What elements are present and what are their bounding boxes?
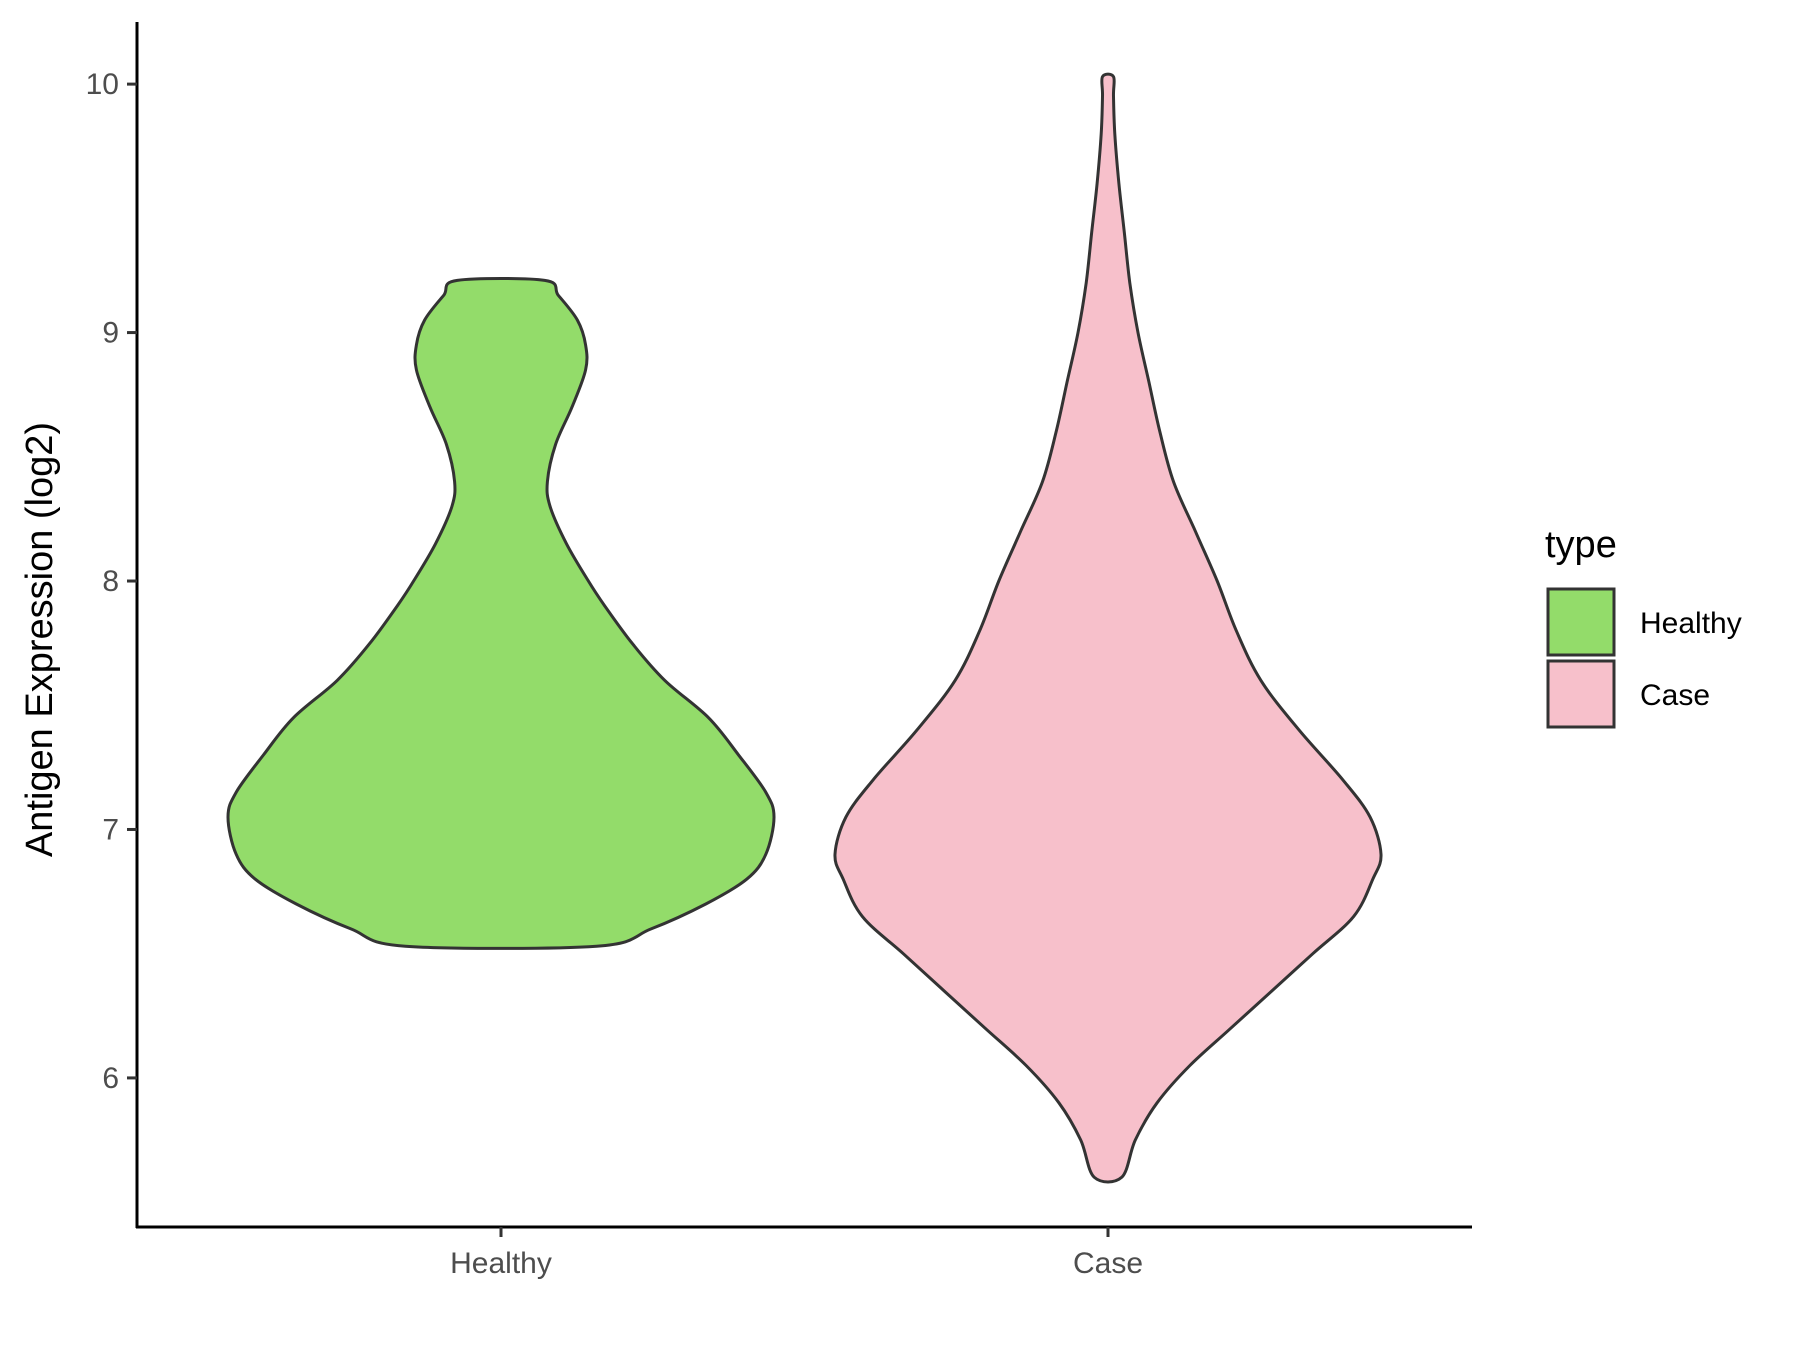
legend-label-healthy: Healthy <box>1640 607 1742 640</box>
violin-healthy <box>226 277 776 950</box>
y-tick-label: 6 <box>102 1062 119 1095</box>
y-tick-label: 9 <box>102 317 119 350</box>
violin-layer <box>226 72 1383 1184</box>
y-tick-label: 10 <box>86 68 119 101</box>
legend: type Healthy Case <box>1545 524 1742 729</box>
y-tick-label: 7 <box>102 813 119 846</box>
x-ticks: Healthy Case <box>450 1227 1143 1280</box>
y-tick-label: 8 <box>102 565 119 598</box>
violin-case <box>833 72 1383 1184</box>
legend-label-case: Case <box>1640 679 1710 712</box>
y-axis-title: Antigen Expression (log2) <box>19 422 61 857</box>
legend-key-healthy <box>1546 587 1616 657</box>
legend-key-case <box>1546 659 1616 729</box>
x-tick-label: Healthy <box>450 1247 552 1280</box>
axes <box>135 22 1472 1229</box>
x-tick-label: Case <box>1073 1247 1143 1280</box>
y-ticks: 6 7 8 9 10 <box>86 68 137 1095</box>
legend-title: type <box>1545 524 1617 566</box>
